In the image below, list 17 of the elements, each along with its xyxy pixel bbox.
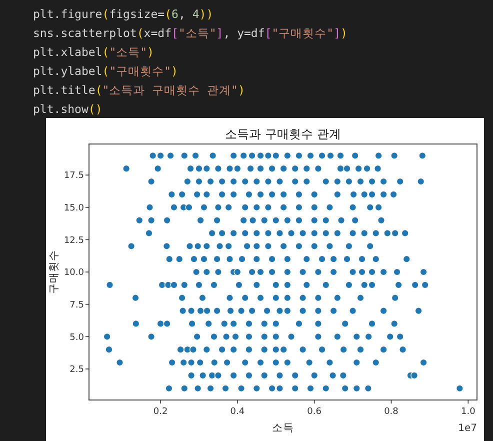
- x-axis-title: 소득: [272, 422, 294, 434]
- x-tick-label: 0.2: [153, 407, 168, 417]
- x-tick-label: 0.8: [384, 407, 399, 417]
- y-axis-title: 구매횟수: [48, 250, 60, 294]
- y-tick-label: 2.5: [70, 365, 84, 376]
- text: 1e7: [458, 423, 477, 434]
- y-tick-label: 10.0: [64, 268, 84, 278]
- y-tick-label: 7.5: [70, 300, 84, 311]
- y-tick-label: 15.0: [64, 204, 84, 214]
- x-tick-label: 0.4: [230, 407, 245, 417]
- y-tick-label: 17.5: [64, 171, 84, 182]
- x-tick-label: 1.0: [460, 407, 476, 417]
- chart-title: 소득과 구매횟수 관계: [225, 127, 341, 141]
- x-tick-label: 0.6: [307, 407, 322, 417]
- code: plt.figure(figsize=(6, 4)) sns.scatterplot(x=df["소득"], y=df["구매횟수"]) plt.xlabel("소득") plt.ylabel("구매횟수") plt.title("소득과 구매횟수 관계") plt.show(): [33, 7, 348, 116]
- y-tick-label: 12.5: [64, 236, 84, 246]
- y-tick-label: 5.0: [70, 332, 84, 343]
